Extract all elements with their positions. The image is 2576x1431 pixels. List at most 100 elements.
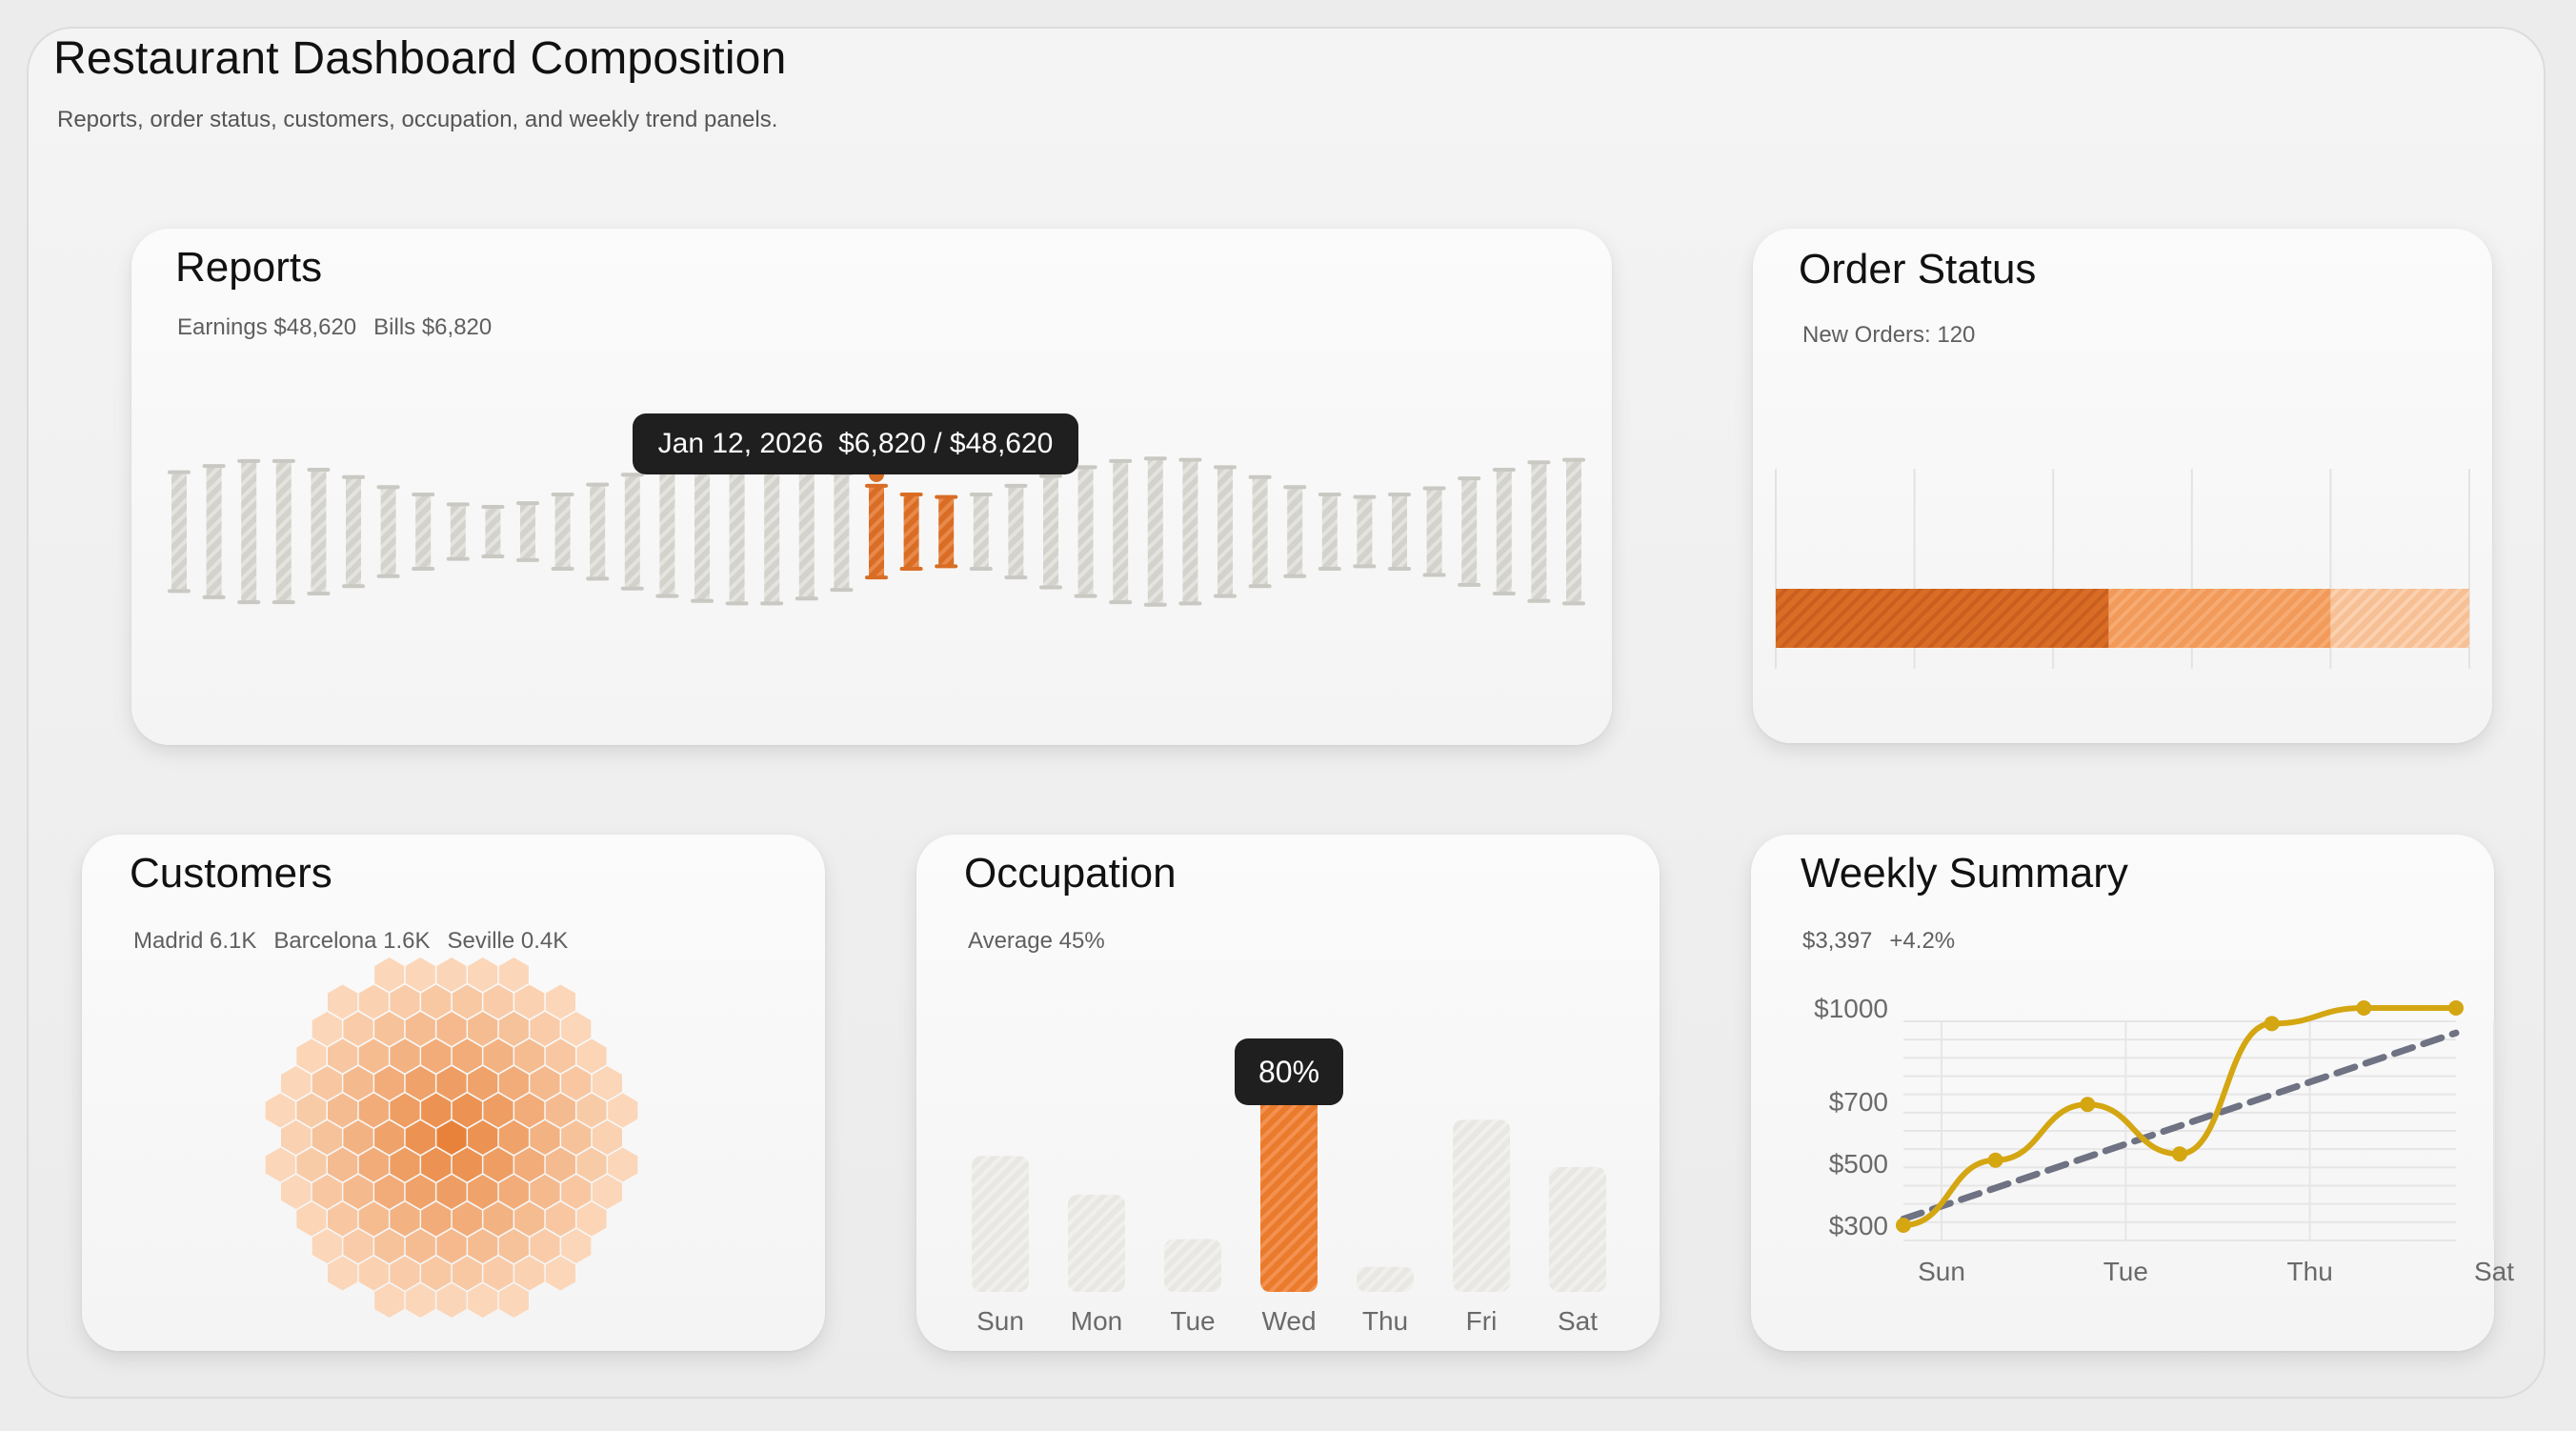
customers-hex-cell xyxy=(281,1066,312,1100)
customers-hex-cell xyxy=(328,1201,358,1237)
weekly-total: $3,397 xyxy=(1802,928,1873,954)
weekly-point xyxy=(2172,1146,2187,1162)
customers-hex-cell xyxy=(545,1093,575,1128)
customers-hex-cell xyxy=(468,1229,498,1263)
reports-bar-cap xyxy=(1422,573,1446,577)
customers-hex-cell xyxy=(390,984,420,1019)
reports-bar-cap xyxy=(969,493,993,496)
reports-bar xyxy=(1252,476,1268,587)
reports-bar-cap xyxy=(168,470,191,474)
reports-bar-cap xyxy=(272,600,295,605)
reports-bar xyxy=(1218,467,1233,596)
weekly-trend-line xyxy=(1900,1029,2460,1222)
customers-hex-cell xyxy=(421,1093,452,1128)
reports-bar xyxy=(275,460,292,603)
customers-hex-cell xyxy=(498,957,529,992)
customers-hex-cell xyxy=(374,957,405,992)
reports-bar-cap xyxy=(481,505,505,509)
reports-bar-cap xyxy=(307,592,331,595)
weekly-point xyxy=(2356,1000,2372,1016)
reports-bar-cap xyxy=(1178,457,1202,462)
customers-hex-cell xyxy=(374,1120,405,1155)
reports-bar xyxy=(450,504,466,559)
customers-hex-cell xyxy=(328,1093,358,1128)
weekly-x-tick: Tue xyxy=(2103,1257,2148,1286)
customers-hex-cell xyxy=(452,1038,482,1074)
reports-bar-cap xyxy=(1562,601,1585,606)
reports-bar-cap xyxy=(376,485,400,490)
weekly-summary-chart: $300 $500 $700 $1000 Sun Tue Thu Sat xyxy=(1814,994,2514,1286)
customers-hex-cell xyxy=(421,984,452,1019)
reports-bar-cap xyxy=(446,502,470,507)
customers-hex-cell xyxy=(421,1147,452,1182)
reports-bar xyxy=(311,470,327,594)
customers-hex-cell xyxy=(483,1201,513,1237)
reports-bar xyxy=(380,487,396,576)
customers-hex-cell xyxy=(374,1229,405,1263)
reports-bar-cap xyxy=(725,601,749,606)
customers-hex-cell xyxy=(328,984,358,1019)
reports-bar xyxy=(171,472,187,592)
occupation-x-label: Sun xyxy=(976,1306,1024,1336)
occupation-x-label: Mon xyxy=(1071,1306,1122,1336)
order-status-new-orders: New Orders: 120 xyxy=(1802,322,1976,348)
customers-hex-cell xyxy=(358,984,389,1019)
reports-bar xyxy=(938,496,955,567)
customers-hex-cell xyxy=(561,1012,592,1046)
reports-bar xyxy=(973,494,989,569)
reports-bar-cap xyxy=(1353,564,1377,569)
customers-hex-cell xyxy=(483,1038,513,1074)
customers-hex-cell xyxy=(296,1147,327,1182)
weekly-point xyxy=(1896,1218,1911,1233)
customers-hex-cell xyxy=(436,1283,467,1318)
reports-bar xyxy=(834,473,850,591)
occupation-title: Occupation xyxy=(964,850,1177,897)
customers-hex-cell xyxy=(530,1012,560,1046)
reports-bar-cap xyxy=(1492,592,1516,595)
customers-hex-cell xyxy=(390,1201,420,1237)
customers-hex-cell xyxy=(436,1012,467,1046)
reports-bar-cap xyxy=(1004,575,1028,580)
order-status-card[interactable]: Order Status New Orders: 120 xyxy=(1753,229,2492,743)
weekly-summary-card[interactable]: Weekly Summary $3,397 +4.2% $300 $500 $700 $… xyxy=(1751,835,2514,1351)
order-status-stats: New Orders: 120 xyxy=(1802,322,1992,349)
reports-bar-cap xyxy=(168,589,191,594)
customers-card[interactable]: Customers Madrid 6.1K Barcelona 1.6K Sevil… xyxy=(82,835,825,1351)
occupation-bar xyxy=(1357,1266,1414,1292)
order-status-segment xyxy=(2108,589,2331,648)
occupation-tooltip: 80% xyxy=(1235,1038,1343,1105)
weekly-x-tick: Sat xyxy=(2474,1257,2514,1286)
occupation-stats: Average 45% xyxy=(968,928,1122,955)
reports-bar-cap xyxy=(1074,465,1097,470)
reports-bar xyxy=(1077,467,1094,596)
customers-hex-cell xyxy=(312,1175,342,1209)
reports-bar-cap xyxy=(899,493,923,496)
reports-card[interactable]: Reports Earnings $48,620 Bills $6,820 Jan… xyxy=(131,229,1612,745)
reports-bar-cap xyxy=(1492,468,1516,472)
customers-hex-cell xyxy=(281,1175,312,1209)
customers-hex-cell xyxy=(592,1066,622,1100)
reports-bills: Bills $6,820 xyxy=(373,314,493,340)
customers-hex-cell xyxy=(483,1147,513,1182)
weekly-series-line xyxy=(1902,1005,2457,1228)
reports-bar xyxy=(415,494,432,569)
reports-bar-cap xyxy=(1143,602,1167,607)
reports-bar xyxy=(1043,475,1058,588)
occupation-card[interactable]: Occupation Average 45% Sun Mon Tue Wed Thu Fr… xyxy=(916,835,1660,1351)
reports-bar-cap xyxy=(307,468,331,472)
reports-bar-cap xyxy=(935,564,958,569)
customers-hex-cell xyxy=(530,1066,560,1100)
customers-hex-cell xyxy=(374,1175,405,1209)
reports-earnings: Earnings $48,620 xyxy=(177,314,357,340)
reports-bar-cap xyxy=(1388,493,1411,496)
customers-hex-cell xyxy=(405,1175,435,1209)
reports-stats: Earnings $48,620 Bills $6,820 xyxy=(177,314,509,341)
reports-title: Reports xyxy=(175,244,323,291)
weekly-x-tick: Sun xyxy=(1918,1257,1965,1286)
reports-bar xyxy=(1357,496,1373,567)
reports-bar-cap xyxy=(481,554,505,558)
occupation-average: Average 45% xyxy=(968,928,1105,954)
weekly-point xyxy=(2264,1016,2280,1032)
customers-hex-cell xyxy=(405,1120,435,1155)
customers-hex-cell xyxy=(312,1012,342,1046)
